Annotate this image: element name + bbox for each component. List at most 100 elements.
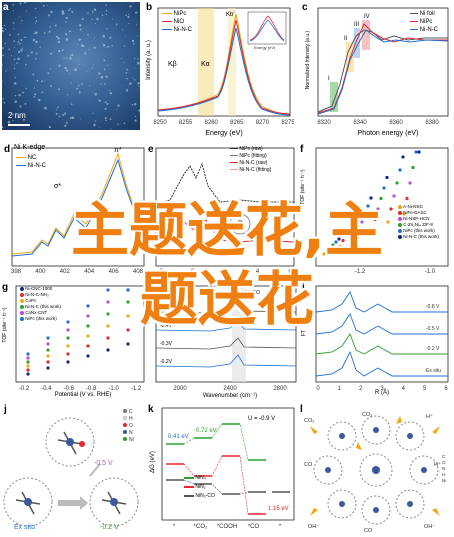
panel-c-letter: c xyxy=(302,2,308,13)
f-point xyxy=(376,207,380,211)
k-legend-1: NiN₂ xyxy=(184,483,215,492)
c-annot-iii: III xyxy=(354,22,359,28)
g-point xyxy=(46,354,50,358)
plot-h: -0.5V -0.4V -0.3V -0.2V 2000 2400 2800 Ni-CO xyxy=(155,285,297,392)
j-legend-1: H xyxy=(129,416,133,422)
g-point xyxy=(106,348,110,352)
f-point xyxy=(398,168,402,172)
panel-e: e -2 0 2 4 6 NiPc (raw) NiPc (fitting) Ni-N-… xyxy=(148,144,296,276)
f-legend-3: C-Zn₁Ni₄ ZIF-8 xyxy=(398,222,439,228)
f-point xyxy=(417,150,421,154)
k-e1: 0.72 eV xyxy=(196,428,217,434)
g-legend-4: CoNx-CNT xyxy=(20,310,61,316)
g-xtick-0: -0.2 xyxy=(19,386,30,392)
b-legend-2: Ni-N-C xyxy=(162,26,192,34)
panel-l-letter: l xyxy=(300,404,303,415)
g-point xyxy=(86,354,90,358)
h-level-2: -0.3V xyxy=(160,341,173,347)
g-point xyxy=(66,328,70,332)
g-point xyxy=(106,324,110,328)
c-legend-1: NiPc xyxy=(410,18,438,26)
b-annot-ka: Kα xyxy=(201,61,210,68)
f-point xyxy=(331,243,335,247)
f-legend-1: NiFe-DASC xyxy=(398,210,439,216)
plot-e: -2 0 2 4 6 xyxy=(155,147,295,275)
l-species-2: H⁺ xyxy=(426,413,433,420)
h-spectrum-3 xyxy=(155,354,297,368)
plot-g: -0.2 -0.4 -0.6 -0.8 -1.0 -1.2 xyxy=(15,285,145,392)
plot-f: -1.2 -1.0 xyxy=(315,147,449,275)
g-xtick-1: -0.4 xyxy=(41,386,52,392)
l-species-4: H⁺ xyxy=(434,461,441,468)
g-xtick-2: -0.6 xyxy=(64,386,75,392)
c-annot-i: I xyxy=(328,76,330,82)
g-point xyxy=(126,342,130,346)
f-point xyxy=(325,249,329,253)
f-xtick-0: -1.2 xyxy=(355,269,366,275)
g-point xyxy=(46,360,50,364)
e-legend-2: Ni-N-C (raw) xyxy=(230,160,271,167)
h-level-0: -0.5V xyxy=(160,305,173,311)
g-point xyxy=(46,348,50,352)
l-species-6: CO xyxy=(364,528,373,534)
scale-bar-label: 2 nm xyxy=(8,111,26,120)
b-legend-1: NiO xyxy=(162,18,192,26)
j-legend-4: Ni xyxy=(129,437,134,443)
f-legend-4: NiPc (this work) xyxy=(398,228,439,234)
b-xtick-5: 8275 xyxy=(281,120,294,126)
j-label-05: -0.5 V xyxy=(94,460,113,467)
l-legend-0: C xyxy=(442,454,446,459)
l-species-7: OH⁻ xyxy=(424,524,435,530)
d-title: Ni K-edge xyxy=(14,144,46,151)
watermark-line-1: 主题送花,主 xyxy=(70,196,384,264)
k-xtick-2: *COOH xyxy=(217,524,237,530)
f-legend: A-Ni-NSG NiFe-DASC Ni-NSP-HCN C-Zn₁Ni₄ Z… xyxy=(398,204,439,240)
d-xtick-3: 404 xyxy=(84,269,95,275)
d-xtick-2: 402 xyxy=(60,269,71,275)
i-level-0: -0.8 V xyxy=(426,304,440,310)
k-xtick-1: *CO₂ xyxy=(194,524,208,530)
g-point xyxy=(26,372,30,376)
h-xtick-2: 2800 xyxy=(273,386,287,392)
panel-g: g -0.2 -0.4 -0.6 -0.8 -1.0 -1.2 TOF (site⁻¹ h… xyxy=(2,282,148,402)
d-annot-sigma: σ* xyxy=(54,183,61,190)
e-legend: NiPc (raw) NiPc (fitting) Ni-N-C (raw) N… xyxy=(230,146,271,174)
f-legend-2: Ni-NSP-HCN xyxy=(398,216,439,222)
panel-j-letter: j xyxy=(4,404,7,415)
panel-c: c 8320 8340 8360 8380 I II III IV Normalize… xyxy=(298,2,452,142)
panel-b-letter: b xyxy=(146,2,153,13)
l-species-5: OH⁻ xyxy=(308,524,319,530)
g-point xyxy=(126,328,130,332)
g-point xyxy=(86,304,90,308)
h-spectrum-0 xyxy=(155,303,297,314)
e-legend-0: NiPc (raw) xyxy=(230,146,271,153)
i-xtick-4: 4 xyxy=(402,386,406,392)
k-ylabel: ΔG (eV) xyxy=(150,451,156,473)
g-point xyxy=(66,352,70,356)
f-point xyxy=(347,227,351,232)
f-point xyxy=(405,196,409,201)
g-legend-0: Ni-CNC-1000 xyxy=(20,286,61,292)
i-xtick-1: 1 xyxy=(338,386,342,392)
g-point xyxy=(106,288,110,292)
h-spectrum-1 xyxy=(155,320,297,332)
f-point xyxy=(389,207,393,211)
e-legend-1: NiPc (fitting) xyxy=(230,153,271,160)
k-xtick-0: * xyxy=(173,524,176,530)
i-xlabel: R (Å) xyxy=(375,390,389,396)
f-point xyxy=(401,155,405,159)
c-xlabel: Photon energy (eV) xyxy=(357,130,419,137)
g-legend-1: Ni-N-C-NH₂ xyxy=(20,292,61,298)
g-point xyxy=(86,334,90,338)
g-point xyxy=(126,314,130,318)
f-point xyxy=(344,233,348,237)
e-xtick-2: 2 xyxy=(223,269,227,275)
f-point xyxy=(360,220,364,224)
j-label-02: -0.2 V xyxy=(100,524,119,531)
g-xtick-3: -0.8 xyxy=(86,386,97,392)
i-level-3: Ex situ xyxy=(426,368,441,374)
h-xtick-0: 2000 xyxy=(173,386,187,392)
g-point xyxy=(106,336,110,340)
i-xtick-0: 0 xyxy=(316,386,320,392)
